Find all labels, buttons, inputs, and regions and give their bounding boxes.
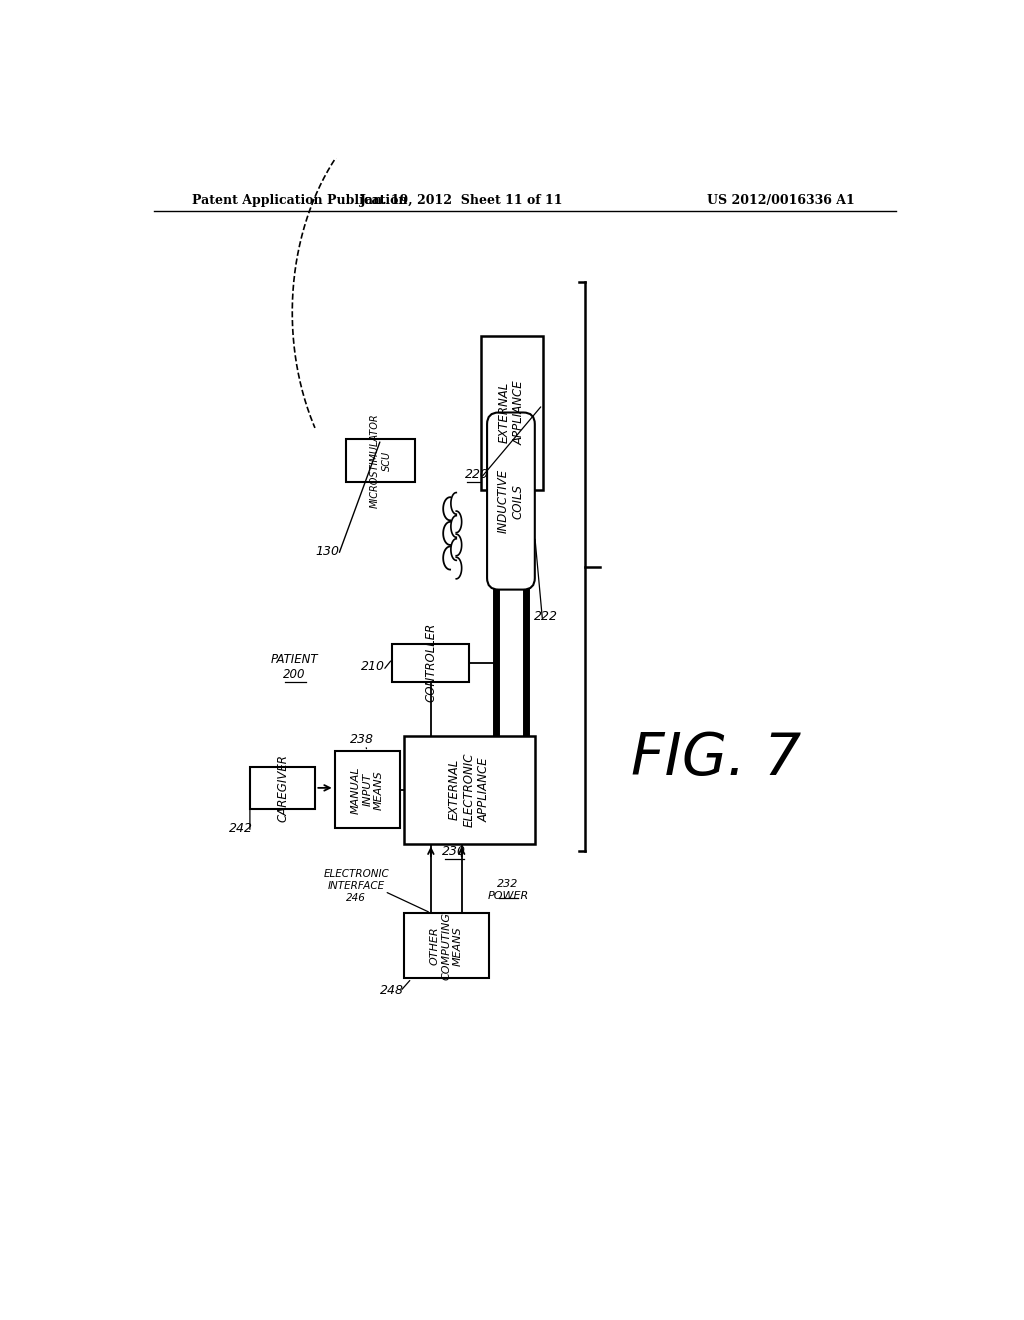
Bar bbox=[481, 335, 543, 490]
Text: 230: 230 bbox=[442, 845, 466, 858]
Text: 222: 222 bbox=[535, 610, 558, 623]
Text: CONTROLLER: CONTROLLER bbox=[424, 623, 437, 702]
Text: EXTERNAL
APPLIANCE: EXTERNAL APPLIANCE bbox=[498, 380, 525, 445]
Text: ELECTRONIC
INTERFACE
246: ELECTRONIC INTERFACE 246 bbox=[324, 870, 389, 903]
Text: 210: 210 bbox=[361, 660, 385, 673]
Bar bbox=[335, 751, 400, 829]
Text: INDUCTIVE
COILS: INDUCTIVE COILS bbox=[497, 469, 525, 533]
Text: 220: 220 bbox=[465, 467, 489, 480]
Bar bbox=[403, 913, 488, 978]
Text: 242: 242 bbox=[228, 822, 253, 834]
Text: PATIENT
200: PATIENT 200 bbox=[270, 652, 318, 681]
Text: 248: 248 bbox=[380, 983, 404, 997]
Text: Jan. 19, 2012  Sheet 11 of 11: Jan. 19, 2012 Sheet 11 of 11 bbox=[359, 194, 563, 207]
Bar bbox=[346, 440, 416, 482]
Bar bbox=[403, 737, 535, 843]
Text: 130: 130 bbox=[315, 545, 339, 557]
Bar bbox=[250, 767, 315, 809]
Text: FIG. 7: FIG. 7 bbox=[631, 730, 801, 788]
Text: 238: 238 bbox=[349, 733, 374, 746]
Text: MANUAL
INPUT
MEANS: MANUAL INPUT MEANS bbox=[351, 766, 384, 813]
Text: OTHER
COMPUTING
MEANS: OTHER COMPUTING MEANS bbox=[430, 912, 463, 979]
FancyBboxPatch shape bbox=[487, 412, 535, 590]
Text: EXTERNAL
ELECTRONIC
APPLIANCE: EXTERNAL ELECTRONIC APPLIANCE bbox=[447, 752, 490, 828]
Text: Patent Application Publication: Patent Application Publication bbox=[193, 194, 408, 207]
Bar bbox=[392, 644, 469, 682]
Text: US 2012/0016336 A1: US 2012/0016336 A1 bbox=[707, 194, 854, 207]
Text: MICROSTIMULATOR
SCU: MICROSTIMULATOR SCU bbox=[370, 413, 391, 508]
Text: CAREGIVER: CAREGIVER bbox=[276, 754, 289, 822]
Text: 232
POWER: 232 POWER bbox=[487, 879, 528, 900]
